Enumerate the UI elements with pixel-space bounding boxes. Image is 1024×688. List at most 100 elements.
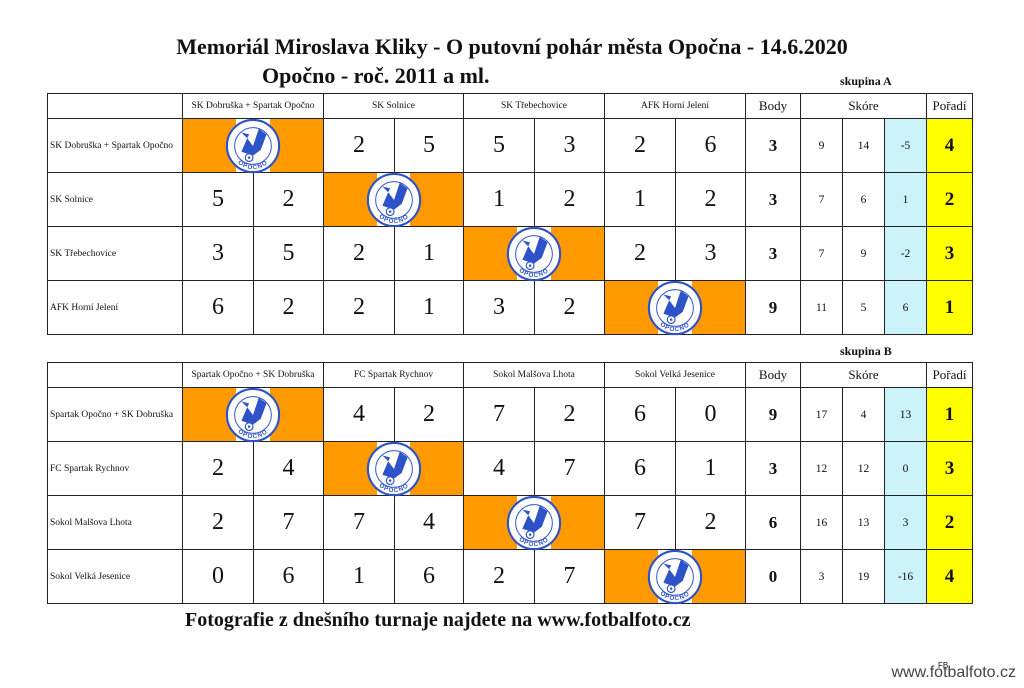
score-home: 1 [323, 549, 395, 604]
corner-cell [47, 93, 183, 119]
score-home: 0 [182, 549, 254, 604]
score-away: 2 [534, 387, 605, 442]
group-b-label: skupina B [840, 344, 892, 358]
self-match-cell: OPOČNO [604, 549, 746, 604]
goals-against-cell: 9 [842, 226, 885, 281]
table-row: Sokol Velká Jesenice 0 6 1 6 2 7 OPOČNO 0 3 19 -16 4 [47, 549, 973, 604]
header-poradi: Pořadí [926, 362, 973, 388]
column-team-header: Sokol Malšova Lhota [463, 362, 605, 388]
score-away: 5 [253, 226, 324, 281]
score-away: 1 [394, 226, 464, 281]
score-away: 4 [394, 495, 464, 550]
score-away: 6 [675, 118, 746, 173]
goals-against-cell: 6 [842, 172, 885, 227]
score-away: 2 [675, 495, 746, 550]
rank-cell: 1 [926, 387, 973, 442]
points-cell: 0 [745, 549, 801, 604]
row-team-name: AFK Horní Jelení [47, 280, 183, 335]
score-home: 4 [323, 387, 395, 442]
rank-cell: 4 [926, 549, 973, 604]
goals-for-cell: 16 [800, 495, 843, 550]
page-subtitle: Opočno - roč. 2011 a ml. [262, 63, 490, 88]
score-home: 2 [182, 441, 254, 496]
rank-cell: 2 [926, 495, 973, 550]
score-home: 7 [323, 495, 395, 550]
goals-against-cell: 14 [842, 118, 885, 173]
group-b-table: Spartak Opočno + SK Dobruška FC Spartak R… [47, 362, 973, 604]
footer-text: Fotografie z dnešního turnaje najdete na… [185, 609, 691, 631]
score-home: 7 [463, 387, 535, 442]
column-team-header: Sokol Velká Jesenice [604, 362, 746, 388]
goal-difference-cell: 1 [884, 172, 927, 227]
rank-cell: 3 [926, 441, 973, 496]
column-team-header: FC Spartak Rychnov [323, 362, 464, 388]
table-header-row: SK Dobruška + Spartak Opočno SK Solnice SK… [47, 93, 973, 119]
points-cell: 6 [745, 495, 801, 550]
column-team-header: Spartak Opočno + SK Dobruška [182, 362, 324, 388]
tiny-mark: FB [938, 661, 949, 670]
goal-difference-cell: -5 [884, 118, 927, 173]
goal-difference-cell: -16 [884, 549, 927, 604]
row-team-name: FC Spartak Rychnov [47, 441, 183, 496]
score-away: 2 [253, 280, 324, 335]
score-away: 2 [534, 172, 605, 227]
score-home: 2 [604, 226, 676, 281]
points-cell: 3 [745, 441, 801, 496]
opocno-club-crest-icon: OPOČNO [647, 280, 703, 335]
row-team-name: SK Třebechovice [47, 226, 183, 281]
self-match-cell: OPOČNO [463, 226, 605, 281]
table-row: SK Solnice 5 2 OPOČNO 1 2 1 2 3 7 6 1 2 [47, 172, 973, 227]
score-home: 2 [463, 549, 535, 604]
score-home: 3 [182, 226, 254, 281]
corner-cell [47, 362, 183, 388]
goal-difference-cell: 13 [884, 387, 927, 442]
goal-difference-cell: 0 [884, 441, 927, 496]
column-team-header: SK Solnice [323, 93, 464, 119]
self-match-cell: OPOČNO [604, 280, 746, 335]
score-home: 6 [604, 441, 676, 496]
header-skore: Skóre [800, 362, 927, 388]
row-team-name: Sokol Malšova Lhota [47, 495, 183, 550]
rank-cell: 1 [926, 280, 973, 335]
goals-for-cell: 11 [800, 280, 843, 335]
rank-cell: 4 [926, 118, 973, 173]
rank-cell: 3 [926, 226, 973, 281]
score-home: 2 [604, 118, 676, 173]
score-away: 5 [394, 118, 464, 173]
score-away: 1 [394, 280, 464, 335]
page-title: Memoriál Miroslava Kliky - O putovní poh… [176, 34, 848, 59]
opocno-club-crest-icon: OPOČNO [647, 549, 703, 604]
column-team-header: SK Třebechovice [463, 93, 605, 119]
table-row: SK Třebechovice 3 5 2 1 OPOČNO 2 3 3 7 9 -2 3 [47, 226, 973, 281]
header-body: Body [745, 362, 801, 388]
score-away: 1 [675, 441, 746, 496]
goals-for-cell: 17 [800, 387, 843, 442]
column-team-header: AFK Horní Jelení [604, 93, 746, 119]
score-home: 3 [463, 280, 535, 335]
score-away: 7 [534, 441, 605, 496]
score-home: 2 [182, 495, 254, 550]
goals-against-cell: 13 [842, 495, 885, 550]
points-cell: 3 [745, 226, 801, 281]
header-poradi: Pořadí [926, 93, 973, 119]
score-away: 3 [534, 118, 605, 173]
self-match-cell: OPOČNO [182, 118, 324, 173]
score-home: 2 [323, 280, 395, 335]
score-away: 0 [675, 387, 746, 442]
opocno-club-crest-icon: OPOČNO [366, 441, 421, 496]
score-away: 6 [394, 549, 464, 604]
goals-against-cell: 5 [842, 280, 885, 335]
points-cell: 9 [745, 387, 801, 442]
watermark: www.fotbalfoto.cz [891, 664, 1017, 681]
table-header-row: Spartak Opočno + SK Dobruška FC Spartak R… [47, 362, 973, 388]
column-team-header: SK Dobruška + Spartak Opočno [182, 93, 324, 119]
goals-against-cell: 4 [842, 387, 885, 442]
score-away: 6 [253, 549, 324, 604]
goals-for-cell: 12 [800, 441, 843, 496]
score-away: 7 [534, 549, 605, 604]
score-away: 2 [253, 172, 324, 227]
self-match-cell: OPOČNO [323, 441, 464, 496]
score-home: 6 [604, 387, 676, 442]
self-match-cell: OPOČNO [463, 495, 605, 550]
goals-for-cell: 7 [800, 172, 843, 227]
